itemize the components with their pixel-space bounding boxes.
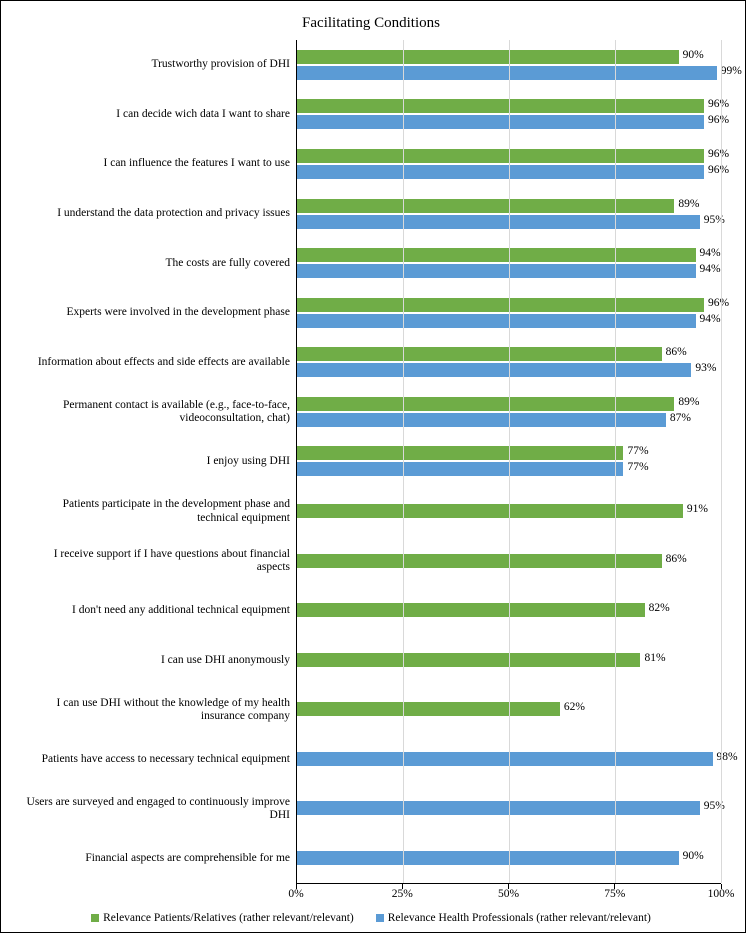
bar-value-label: 94%	[700, 263, 721, 275]
bar-patients: 86%	[297, 347, 662, 361]
category-label: Users are surveyed and engaged to contin…	[21, 785, 296, 835]
bar-value-label: 87%	[670, 412, 691, 424]
bar-patients: 81%	[297, 653, 640, 667]
bar-professionals: 95%	[297, 801, 700, 815]
bar-professionals: 87%	[297, 413, 666, 427]
bar-value-label: 96%	[708, 164, 729, 176]
bar-value-label: 98%	[717, 751, 738, 763]
bar-value-label: 96%	[708, 297, 729, 309]
bar-value-label: 99%	[721, 65, 742, 77]
gridline	[403, 40, 404, 883]
bar-patients: 82%	[297, 603, 645, 617]
bar-patients: 94%	[297, 248, 696, 262]
bar-value-label: 93%	[695, 362, 716, 374]
chart-body: Trustworthy provision of DHII can decide…	[21, 40, 721, 884]
bar-value-label: 89%	[678, 396, 699, 408]
category-label: I enjoy using DHI	[21, 437, 296, 487]
bar-professionals: 94%	[297, 264, 696, 278]
bar-value-label: 91%	[687, 503, 708, 515]
bar-value-label: 94%	[700, 247, 721, 259]
bar-professionals: 96%	[297, 115, 704, 129]
category-label: Experts were involved in the development…	[21, 288, 296, 338]
category-label: Patients have access to necessary techni…	[21, 735, 296, 785]
category-labels-column: Trustworthy provision of DHII can decide…	[21, 40, 296, 884]
category-label: I can use DHI without the knowledge of m…	[21, 685, 296, 735]
bar-value-label: 89%	[678, 198, 699, 210]
bar-patients: 77%	[297, 446, 623, 460]
category-label: I can use DHI anonymously	[21, 636, 296, 686]
legend-item-patients: Relevance Patients/Relatives (rather rel…	[91, 912, 354, 924]
bar-professionals: 98%	[297, 752, 713, 766]
x-axis-tick-label: 75%	[604, 888, 625, 900]
legend-label-patients: Relevance Patients/Relatives (rather rel…	[103, 912, 354, 924]
bar-value-label: 96%	[708, 148, 729, 160]
legend-item-professionals: Relevance Health Professionals (rather r…	[376, 912, 651, 924]
category-label: I receive support if I have questions ab…	[21, 536, 296, 586]
category-label: Financial aspects are comprehensible for…	[21, 834, 296, 884]
category-label: I understand the data protection and pri…	[21, 189, 296, 239]
bar-professionals: 93%	[297, 363, 691, 377]
bar-value-label: 90%	[683, 49, 704, 61]
x-axis-tick-label: 0%	[288, 888, 303, 900]
bar-professionals: 99%	[297, 66, 717, 80]
legend-swatch-patients	[91, 914, 99, 922]
bar-value-label: 77%	[627, 461, 648, 473]
gridline	[509, 40, 510, 883]
bar-value-label: 96%	[708, 98, 729, 110]
bar-patients: 62%	[297, 702, 560, 716]
bar-patients: 96%	[297, 149, 704, 163]
bar-patients: 90%	[297, 50, 679, 64]
bar-patients: 91%	[297, 504, 683, 518]
chart-title: Facilitating Conditions	[21, 15, 721, 32]
bar-value-label: 96%	[708, 114, 729, 126]
gridline	[615, 40, 616, 883]
bar-patients: 96%	[297, 99, 704, 113]
bar-value-label: 90%	[683, 850, 704, 862]
category-label: Permanent contact is available (e.g., fa…	[21, 387, 296, 437]
gridline	[721, 40, 722, 883]
bar-patients: 89%	[297, 199, 674, 213]
bar-professionals: 94%	[297, 314, 696, 328]
plot-area: 90%99%96%96%96%96%89%95%94%94%96%94%86%9…	[296, 40, 721, 884]
x-axis-row: 0%25%50%75%100%	[21, 884, 721, 906]
legend-swatch-professionals	[376, 914, 384, 922]
bar-value-label: 86%	[666, 346, 687, 358]
x-axis-tick-label: 100%	[708, 888, 735, 900]
bar-professionals: 90%	[297, 851, 679, 865]
bar-patients: 96%	[297, 298, 704, 312]
chart-frame: Facilitating Conditions Trustworthy prov…	[0, 0, 746, 933]
legend-label-professionals: Relevance Health Professionals (rather r…	[388, 912, 651, 924]
category-label: Trustworthy provision of DHI	[21, 40, 296, 90]
bar-patients: 89%	[297, 397, 674, 411]
bar-patients: 86%	[297, 554, 662, 568]
bar-professionals: 77%	[297, 462, 623, 476]
bar-value-label: 62%	[564, 701, 585, 713]
bar-professionals: 96%	[297, 165, 704, 179]
x-axis: 0%25%50%75%100%	[296, 884, 721, 906]
x-axis-tick-label: 50%	[498, 888, 519, 900]
bar-value-label: 86%	[666, 553, 687, 565]
category-label: I can decide wich data I want to share	[21, 90, 296, 140]
category-label: The costs are fully covered	[21, 239, 296, 289]
bar-professionals: 95%	[297, 215, 700, 229]
bar-value-label: 77%	[627, 445, 648, 457]
x-axis-tick-label: 25%	[392, 888, 413, 900]
legend: Relevance Patients/Relatives (rather rel…	[21, 906, 721, 926]
bar-value-label: 81%	[644, 652, 665, 664]
category-label: I don't need any additional technical eq…	[21, 586, 296, 636]
bar-value-label: 94%	[700, 313, 721, 325]
bar-value-label: 82%	[649, 602, 670, 614]
category-label: Information about effects and side effec…	[21, 338, 296, 388]
category-label: Patients participate in the development …	[21, 487, 296, 537]
category-label: I can influence the features I want to u…	[21, 139, 296, 189]
